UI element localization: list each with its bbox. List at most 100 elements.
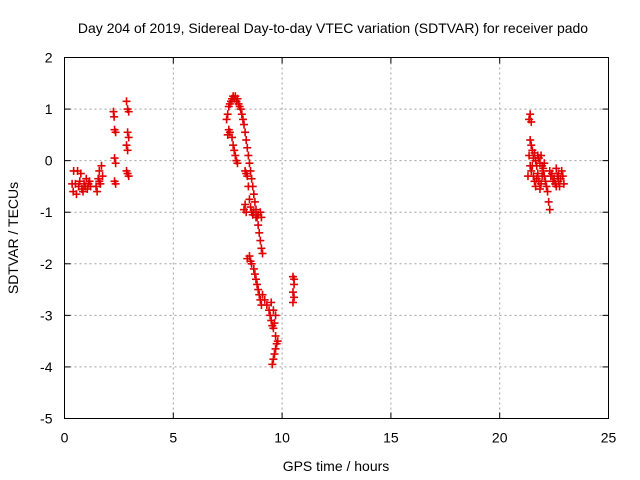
data-point	[268, 360, 277, 369]
data-point	[123, 146, 132, 155]
data-point	[242, 208, 251, 217]
data-point	[559, 179, 568, 188]
data-point	[271, 311, 280, 320]
data-point	[258, 290, 267, 299]
data-point	[123, 128, 132, 137]
data-point	[254, 221, 263, 230]
data-point	[122, 141, 131, 150]
data-point	[233, 159, 242, 168]
data-point	[238, 115, 247, 124]
data-point	[537, 151, 546, 160]
data-point	[262, 301, 271, 310]
x-tick-label: 20	[492, 430, 508, 446]
data-point	[85, 177, 94, 186]
y-tick-label: -2	[40, 256, 53, 272]
data-point	[242, 136, 251, 145]
data-point	[249, 190, 258, 199]
data-point	[543, 187, 552, 196]
data-point	[245, 159, 254, 168]
data-point	[111, 128, 120, 137]
data-point	[76, 169, 85, 178]
data-point	[527, 117, 536, 126]
data-point	[290, 275, 299, 284]
data-point	[255, 228, 264, 237]
data-point	[236, 105, 245, 114]
y-tick-label: 0	[45, 153, 53, 169]
data-point	[241, 200, 250, 209]
y-tick-label: 2	[45, 50, 53, 66]
data-point	[247, 259, 256, 268]
data-point	[244, 151, 253, 160]
data-point	[527, 141, 536, 150]
data-point	[258, 249, 267, 258]
data-point	[288, 298, 297, 307]
y-tick-label: -3	[40, 307, 53, 323]
data-point	[223, 110, 232, 119]
x-tick-labels: 0 5 10 15 20 25	[61, 430, 617, 446]
data-point	[538, 172, 547, 181]
data-point	[558, 172, 567, 181]
data-point	[271, 331, 280, 340]
x-tick-label: 5	[169, 430, 177, 446]
data-point	[273, 337, 282, 346]
data-point	[257, 244, 266, 253]
data-point	[122, 97, 131, 106]
axis-ticks	[64, 57, 609, 419]
data-point	[222, 115, 231, 124]
data-point	[545, 205, 554, 214]
data-point	[253, 280, 262, 289]
data-point	[290, 293, 299, 302]
data-point	[243, 143, 252, 152]
data-point	[288, 288, 297, 297]
data-point	[250, 270, 259, 279]
data-point	[110, 154, 119, 163]
data-point	[233, 94, 242, 103]
data-point	[230, 146, 239, 155]
data-point	[269, 324, 278, 333]
x-axis-label: GPS time / hours	[283, 458, 390, 474]
data-point	[229, 141, 238, 150]
data-point	[78, 187, 87, 196]
grid-lines	[64, 57, 609, 419]
y-tick-labels: -5 -4 -3 -2 -1 0 1 2	[40, 50, 53, 427]
data-point	[250, 197, 259, 206]
data-point	[240, 120, 249, 129]
data-point	[525, 151, 534, 160]
data-point	[535, 185, 544, 194]
data-point	[231, 151, 240, 160]
y-tick-label: -5	[40, 411, 53, 427]
x-tick-label: 0	[61, 430, 69, 446]
data-point	[269, 306, 278, 315]
data-point	[552, 164, 561, 173]
data-point	[254, 285, 263, 294]
data-point	[533, 169, 542, 178]
data-point	[554, 169, 563, 178]
data-point	[245, 252, 254, 261]
data-point	[237, 110, 246, 119]
x-tick-label: 15	[383, 430, 399, 446]
data-point	[544, 197, 553, 206]
data-point	[93, 187, 102, 196]
data-point	[526, 136, 535, 145]
data-point	[124, 133, 133, 142]
data-point	[526, 110, 535, 119]
data-point	[251, 275, 260, 284]
data-point	[267, 298, 276, 307]
data-point	[123, 169, 132, 178]
data-point	[244, 182, 253, 191]
data-point	[111, 159, 120, 168]
y-tick-label: 1	[45, 101, 53, 117]
y-tick-label: -1	[40, 204, 53, 220]
y-tick-label: -4	[40, 359, 53, 375]
data-point	[95, 177, 104, 186]
data-point	[539, 164, 548, 173]
data-point	[540, 159, 549, 168]
data-point	[241, 128, 250, 137]
data-point	[75, 177, 84, 186]
data-point	[124, 107, 133, 116]
data-point	[271, 344, 280, 353]
x-tick-label: 25	[601, 430, 617, 446]
data-point	[247, 174, 256, 183]
data-point	[270, 319, 279, 328]
